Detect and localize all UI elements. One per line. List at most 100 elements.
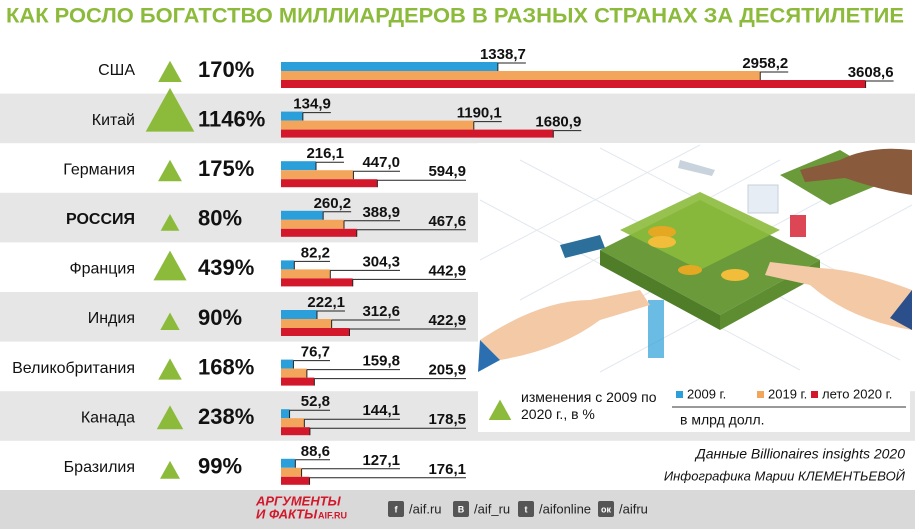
value-label: 467,6 [428,213,466,230]
bar [281,328,350,336]
logo: И ФАКТЫ [256,506,318,521]
value-label: 422,9 [428,312,466,329]
change-triangle [153,250,187,281]
bar [281,458,296,468]
social-icon[interactable] [598,501,614,517]
source: Данные Billionaires insights 2020 [694,446,905,462]
chart-title: КАК РОСЛО БОГАТСТВО МИЛЛИАРДЕРОВ В РАЗНЫ… [6,5,904,28]
value-label: 76,7 [301,344,330,361]
value-label: 205,9 [428,362,466,379]
legend-swatch [676,391,683,398]
value-label: 88,6 [301,443,330,460]
value-label: 442,9 [428,262,466,279]
change-triangle [158,358,182,380]
change-triangle [158,60,182,82]
value-label: 388,9 [362,204,400,221]
legend-swatch [811,391,818,398]
social-icon[interactable] [453,501,469,517]
value-label: 216,1 [306,145,344,162]
change-triangle [158,159,182,182]
bar [281,319,332,328]
value-label: 134,9 [293,96,331,113]
bar [281,377,315,386]
social-link[interactable]: /aif_ru [474,501,510,516]
bar [281,476,310,485]
credit: Инфографика Марии КЛЕМЕНТЬЕВОЙ [664,467,906,483]
bar [281,161,317,171]
value-label: 260,2 [314,195,352,212]
bar [281,62,498,71]
value-label: 176,1 [428,461,466,478]
value-label: 1680,9 [535,114,581,131]
bar [281,210,324,220]
legend-label: 2009 г. [687,386,726,401]
bar [281,71,761,80]
social-link[interactable]: /aifonline [539,501,591,516]
bar [281,228,357,237]
bar [281,111,303,121]
change-triangle [145,87,195,132]
legend-label: 2019 г. [768,386,807,401]
legend-swatch [757,391,764,398]
category-label: Канада [81,409,135,426]
unit-label: в млрд долл. [680,412,765,428]
change-label: 80% [198,206,242,231]
value-label: 52,8 [301,393,330,410]
change-label: 99% [198,454,242,479]
bar [281,467,302,477]
bar [281,409,290,419]
value-label: 1338,7 [480,46,526,63]
category-label: Индия [88,310,135,327]
category-label: Бразилия [64,459,135,476]
legend-change-label: изменения с 2009 по 2020 г., в % [521,389,657,422]
value-label: 1190,1 [457,105,502,122]
social-link[interactable]: /aifru [619,501,648,516]
social-icon-glyph[interactable]: f [395,504,399,514]
bar [281,269,331,279]
change-label: 1146% [198,106,265,131]
change-label: 168% [198,354,254,379]
logo: AIF.RU [318,510,347,520]
social-icon-glyph[interactable]: ок [601,504,611,514]
change-label: 439% [198,255,254,280]
legend-label: лето 2020 г. [822,386,892,401]
change-triangle [160,213,180,231]
category-label: РОССИЯ [66,211,135,228]
category-label: Германия [63,161,135,178]
bar [281,170,354,180]
value-label: 159,8 [362,353,400,370]
value-label: 178,5 [428,411,466,428]
logo: АРГУМЕНТЫ [255,493,342,508]
category-label: Китай [92,112,135,129]
bar [281,260,295,270]
value-label: 127,1 [362,452,400,469]
category-label: США [98,62,135,79]
social-icon-glyph[interactable]: t [525,504,528,514]
bar [281,219,345,229]
social-icon[interactable] [388,501,404,517]
value-label: 3608,6 [848,64,894,81]
change-triangle [156,405,184,430]
social-link[interactable]: /aif.ru [409,501,442,516]
bar [281,278,353,287]
legend-box [478,375,910,432]
category-label: Великобритания [12,360,135,377]
bar [281,120,474,130]
change-label: 175% [198,156,254,181]
value-label: 2958,2 [742,55,788,72]
change-label: 170% [198,57,254,82]
change-triangle [160,460,180,479]
bar [281,179,378,188]
bar [281,368,307,378]
bar [281,129,554,138]
category-label: Франция [69,261,135,278]
value-label: 82,2 [301,244,330,261]
value-label: 222,1 [307,294,345,311]
social-icon[interactable] [518,501,534,517]
bar [281,427,310,436]
social-icon-glyph[interactable]: В [458,504,465,514]
value-label: 594,9 [428,163,466,180]
illustration [478,143,915,375]
